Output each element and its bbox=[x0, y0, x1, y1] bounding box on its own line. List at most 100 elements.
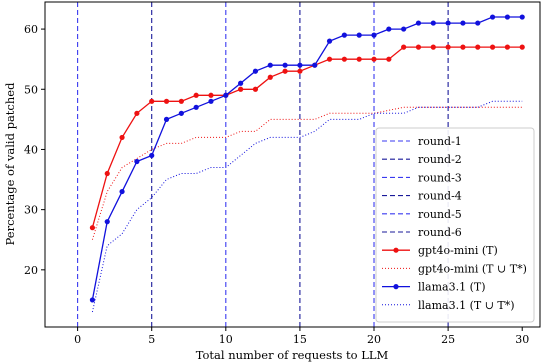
data-point bbox=[326, 56, 333, 62]
x-tick-label: 5 bbox=[148, 333, 155, 346]
data-point bbox=[193, 104, 199, 110]
data-point bbox=[267, 62, 273, 68]
data-point bbox=[238, 80, 244, 86]
data-point bbox=[89, 297, 96, 303]
data-point bbox=[208, 92, 214, 98]
legend-entry: llama3.1 (T ∪ T*) bbox=[382, 299, 515, 312]
series-lines bbox=[89, 14, 525, 313]
data-point bbox=[475, 20, 481, 26]
legend-label: llama3.1 (T ∪ T*) bbox=[418, 299, 515, 312]
data-point bbox=[163, 116, 170, 122]
data-point bbox=[386, 26, 392, 32]
data-point bbox=[104, 170, 110, 177]
legend-label: gpt4o-mini (T) bbox=[418, 244, 498, 257]
data-point bbox=[371, 32, 377, 38]
legend-label: round-6 bbox=[418, 226, 462, 239]
data-point bbox=[460, 44, 466, 50]
data-point bbox=[238, 86, 244, 92]
data-point bbox=[297, 62, 303, 68]
data-point bbox=[208, 98, 214, 104]
legend-label: gpt4o-mini (T ∪ T*) bbox=[418, 262, 527, 275]
data-point bbox=[104, 219, 110, 225]
data-point bbox=[489, 44, 496, 50]
data-point bbox=[341, 56, 347, 62]
data-point bbox=[475, 44, 481, 50]
data-point bbox=[193, 92, 199, 98]
data-point bbox=[415, 44, 422, 50]
legend-marker bbox=[393, 247, 399, 253]
legend-label: round-2 bbox=[418, 153, 462, 166]
legend-box bbox=[375, 127, 535, 323]
data-point bbox=[119, 188, 125, 195]
data-point bbox=[89, 225, 96, 231]
data-point bbox=[252, 86, 259, 92]
data-point bbox=[312, 62, 318, 68]
data-point bbox=[178, 110, 184, 116]
data-point bbox=[401, 44, 407, 50]
y-tick-label: 50 bbox=[24, 83, 38, 96]
data-point bbox=[504, 14, 510, 20]
data-point bbox=[163, 98, 170, 104]
data-point bbox=[401, 26, 407, 32]
legend-entry: round-3 bbox=[382, 171, 462, 184]
y-axis-title: Percentage of valid patched bbox=[3, 82, 17, 246]
y-tick-label: 60 bbox=[24, 23, 38, 36]
data-point bbox=[326, 38, 333, 44]
data-point bbox=[119, 134, 125, 141]
legend-entry: round-5 bbox=[382, 208, 462, 221]
data-point bbox=[519, 44, 525, 50]
legend-label: llama3.1 (T) bbox=[418, 281, 486, 294]
data-point bbox=[282, 68, 288, 74]
legend-label: round-3 bbox=[418, 171, 462, 184]
legend-entry: round-1 bbox=[382, 135, 462, 148]
x-tick-label: 25 bbox=[441, 333, 455, 346]
legend-label: round-4 bbox=[418, 190, 462, 203]
data-point bbox=[223, 92, 229, 98]
legend-entry: gpt4o-mini (T) bbox=[382, 244, 498, 257]
data-point bbox=[356, 32, 362, 38]
data-point bbox=[134, 158, 140, 165]
legend-entry: gpt4o-mini (T ∪ T*) bbox=[382, 262, 527, 275]
legend-label: round-5 bbox=[418, 208, 462, 221]
x-tick-label: 15 bbox=[293, 333, 307, 346]
y-tick-label: 20 bbox=[24, 264, 38, 277]
legend-entry: round-2 bbox=[382, 153, 462, 166]
data-point bbox=[415, 20, 422, 26]
data-point bbox=[460, 20, 466, 26]
plot-frame bbox=[44, 1, 541, 328]
data-point bbox=[297, 68, 303, 74]
data-point bbox=[489, 14, 496, 20]
y-tick-label: 30 bbox=[24, 204, 38, 217]
data-point bbox=[252, 68, 259, 74]
legend-entry: round-4 bbox=[382, 190, 462, 203]
x-axis-title: Total number of requests to LLM bbox=[196, 348, 389, 362]
data-point bbox=[430, 20, 436, 26]
data-point bbox=[430, 44, 436, 50]
data-point bbox=[149, 152, 155, 159]
legend-marker bbox=[393, 284, 399, 290]
x-tick-label: 20 bbox=[367, 333, 381, 346]
legend-label: round-1 bbox=[418, 135, 462, 148]
legend: round-1 round-2 round-3 round-4 round-5 round… bbox=[375, 127, 535, 323]
data-point bbox=[519, 14, 525, 20]
legend-entry: round-6 bbox=[382, 226, 462, 239]
x-tick-label: 0 bbox=[74, 333, 81, 346]
data-point bbox=[282, 62, 288, 68]
y-tick-label: 40 bbox=[24, 143, 38, 156]
legend-entry: llama3.1 (T) bbox=[382, 281, 486, 294]
series-line-4 bbox=[91, 100, 523, 313]
data-point bbox=[341, 32, 347, 38]
data-point bbox=[445, 44, 451, 50]
data-point bbox=[134, 110, 140, 116]
data-point bbox=[504, 44, 510, 50]
data-point bbox=[149, 98, 155, 104]
data-point bbox=[356, 56, 362, 62]
data-point bbox=[386, 56, 392, 62]
axis-ticks: 0 5 10 15 20 25 30 20 30 40 50 60 bbox=[24, 23, 529, 346]
data-point bbox=[371, 56, 377, 62]
data-point bbox=[178, 98, 184, 104]
x-tick-label: 30 bbox=[515, 333, 529, 346]
series-line-2 bbox=[91, 106, 523, 240]
data-point bbox=[267, 74, 273, 80]
